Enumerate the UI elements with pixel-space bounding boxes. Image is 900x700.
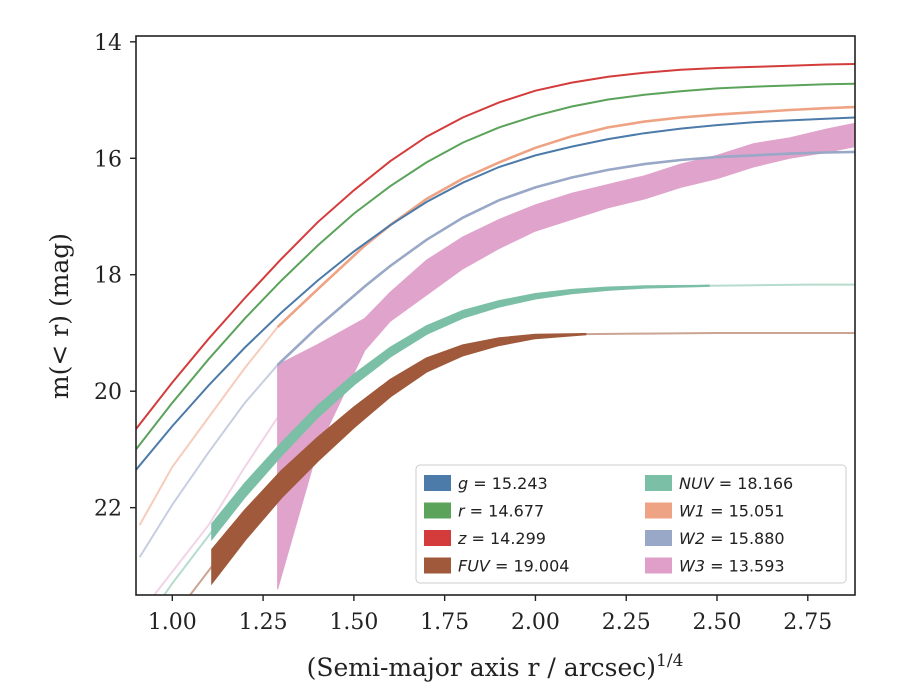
legend-label: r = 14.677 xyxy=(458,502,544,521)
legend-swatch xyxy=(645,502,672,519)
y-axis-title: m(< r) (mag) xyxy=(45,233,74,399)
series-z-faint-line xyxy=(136,63,855,430)
x-tick-label: 2.75 xyxy=(783,610,832,635)
legend-label: g = 15.243 xyxy=(458,474,548,493)
x-axis-title-exponent: 1/4 xyxy=(656,651,683,671)
series-nuv xyxy=(163,283,855,595)
series-r-faint-line xyxy=(136,82,855,451)
series-fuv-band xyxy=(211,333,587,586)
plot-area xyxy=(136,63,855,595)
y-tick-label: 14 xyxy=(94,31,122,56)
legend-swatch xyxy=(645,475,672,491)
y-tick-label: 22 xyxy=(94,497,122,522)
series-w3-faint-line xyxy=(153,416,279,595)
legend-swatch xyxy=(645,530,672,546)
y-axis: 14 16 18 20 22 xyxy=(94,31,136,522)
series-g xyxy=(136,116,855,471)
legend-item-w3: W3 = 13.593 xyxy=(645,557,785,576)
legend-item-r: r = 14.677 xyxy=(424,502,544,521)
legend-swatch xyxy=(424,557,451,574)
y-tick-label: 18 xyxy=(94,264,122,289)
legend-item-z: z = 14.299 xyxy=(424,529,546,548)
y-tick-label: 16 xyxy=(94,147,122,172)
series-g-faint-line xyxy=(136,116,855,471)
legend-item-fuv: FUV = 19.004 xyxy=(424,557,569,576)
x-tick-label: 2.25 xyxy=(602,610,651,635)
legend-label: NUV = 18.166 xyxy=(679,474,793,493)
y-tick-label: 20 xyxy=(94,380,122,405)
series-w3 xyxy=(153,122,855,595)
legend-item-nuv: NUV = 18.166 xyxy=(645,474,793,493)
series-w2 xyxy=(138,150,855,558)
x-tick-label: 2.50 xyxy=(693,610,742,635)
legend-swatch xyxy=(424,475,451,491)
x-tick-label: 1.00 xyxy=(148,610,197,635)
series-w3-band xyxy=(277,122,855,590)
series-w2-line xyxy=(276,150,855,366)
x-axis: 1.00 1.25 1.50 1.75 2.00 2.25 2.50 2.75 xyxy=(148,595,832,635)
x-tick-label: 1.75 xyxy=(420,610,469,635)
legend-swatch xyxy=(645,557,672,574)
legend-item-w1: W1 = 15.051 xyxy=(645,502,785,521)
x-axis-title: (Semi-major axis r / arcsec)1/4 xyxy=(307,651,684,682)
legend: g = 15.243 r = 14.677 z = 14.299 FUV = 19.0… xyxy=(415,464,847,584)
legend-swatch xyxy=(424,530,451,546)
legend-label: z = 14.299 xyxy=(457,529,546,548)
legend-label: W3 = 13.593 xyxy=(679,557,785,576)
x-tick-label: 2.00 xyxy=(511,610,560,635)
x-tick-label: 1.25 xyxy=(239,610,288,635)
series-z xyxy=(136,63,855,430)
plot-frame xyxy=(135,35,856,596)
legend-label: FUV = 19.004 xyxy=(458,557,569,576)
legend-label: W2 = 15.880 xyxy=(679,529,785,548)
series-nuv-band xyxy=(211,284,710,542)
series-fuv xyxy=(188,332,855,595)
series-r xyxy=(136,82,855,451)
legend-box xyxy=(415,464,847,584)
legend-label: W1 = 15.051 xyxy=(679,502,785,521)
legend-item-g: g = 15.243 xyxy=(424,474,548,493)
x-tick-label: 1.50 xyxy=(329,610,378,635)
legend-item-w2: W2 = 15.880 xyxy=(645,529,785,548)
legend-swatch xyxy=(424,502,451,519)
